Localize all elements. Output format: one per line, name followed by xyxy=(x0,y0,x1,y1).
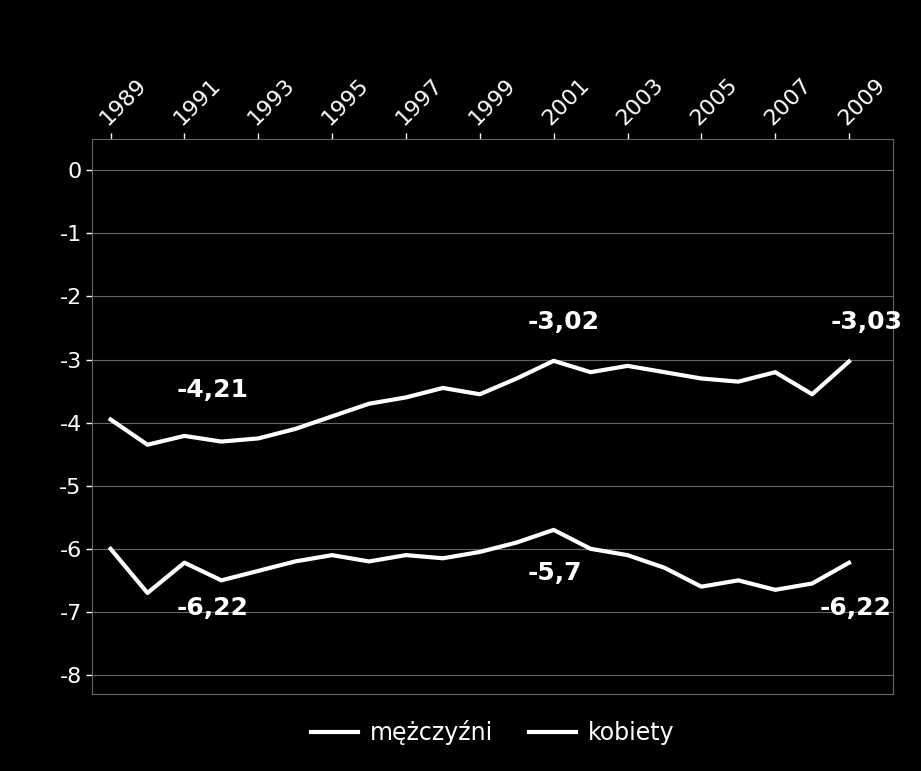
Legend: mężczyźni, kobiety: mężczyźni, kobiety xyxy=(301,710,684,754)
Text: -3,02: -3,02 xyxy=(528,310,600,335)
Text: -6,22: -6,22 xyxy=(820,596,892,620)
Text: -6,22: -6,22 xyxy=(177,596,249,620)
Text: -4,21: -4,21 xyxy=(177,379,249,402)
Text: -3,03: -3,03 xyxy=(831,310,903,335)
Text: -5,7: -5,7 xyxy=(528,561,582,585)
